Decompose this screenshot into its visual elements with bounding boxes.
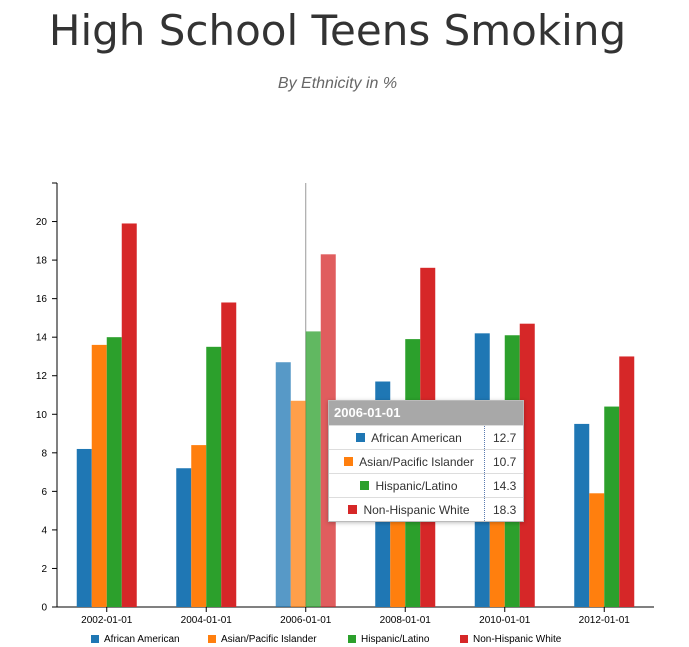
series-swatch-icon (344, 457, 354, 466)
y-tick-label: 4 (41, 525, 47, 536)
bar[interactable] (519, 323, 535, 607)
bar[interactable] (221, 302, 237, 607)
tooltip-row: Hispanic/Latino 14.3 (329, 473, 523, 498)
x-tick-label: 2010-01-01 (479, 615, 531, 626)
x-tick-label: 2012-01-01 (579, 615, 631, 626)
bar[interactable] (290, 400, 306, 607)
bar[interactable] (76, 448, 92, 607)
y-tick-label: 12 (36, 371, 48, 382)
y-tick-label: 6 (41, 487, 47, 498)
legend-swatch-icon (348, 635, 356, 643)
x-tick-label: 2004-01-01 (181, 615, 233, 626)
tooltip-series-name: Non-Hispanic White (363, 502, 470, 517)
bar[interactable] (121, 223, 137, 608)
y-tick-label: 10 (36, 410, 48, 421)
x-tick-label: 2008-01-01 (380, 615, 432, 626)
legend-swatch-icon (460, 635, 468, 643)
tooltip-series-name: Asian/Pacific Islander (359, 454, 474, 469)
legend-label: Hispanic/Latino (361, 634, 430, 645)
y-tick-label: 20 (36, 217, 48, 228)
series-swatch-icon (356, 433, 366, 442)
hover-tooltip: 2006-01-01 African American 12.7 Asian/P… (328, 400, 524, 522)
tooltip-row: Non-Hispanic White 18.3 (329, 497, 523, 521)
y-tick-label: 8 (41, 448, 47, 459)
tooltip-series-value: 10.7 (484, 449, 523, 474)
tooltip-series-name: Hispanic/Latino (375, 478, 458, 493)
tooltip-series-value: 14.3 (484, 473, 523, 498)
bar[interactable] (574, 423, 590, 607)
legend-label: Non-Hispanic White (473, 634, 562, 645)
y-tick-label: 0 (41, 603, 47, 614)
x-tick-label: 2006-01-01 (280, 615, 332, 626)
x-tick-label: 2002-01-01 (81, 615, 133, 626)
bar[interactable] (604, 406, 620, 607)
bar[interactable] (305, 331, 321, 607)
bar[interactable] (206, 346, 222, 607)
bar[interactable] (275, 362, 291, 607)
chart-title: High School Teens Smoking (48, 6, 627, 55)
y-tick-label: 16 (36, 294, 48, 305)
bar[interactable] (191, 445, 207, 607)
y-tick-label: 14 (36, 333, 48, 344)
legend-swatch-icon (91, 635, 99, 643)
bar[interactable] (589, 493, 605, 607)
tooltip-series-value: 12.7 (484, 425, 523, 450)
y-tick-label: 18 (36, 256, 48, 267)
bar[interactable] (91, 344, 107, 607)
chart-subtitle: By Ethnicity in % (277, 75, 398, 92)
y-tick-label: 2 (41, 564, 47, 575)
series-swatch-icon (348, 505, 358, 514)
tooltip-row: African American 12.7 (329, 425, 523, 450)
tooltip-series-name: African American (371, 430, 462, 445)
tooltip-table: African American 12.7 Asian/Pacific Isla… (329, 425, 523, 521)
chart-legend: African American Asian/Pacific Islander Hi… (91, 634, 562, 645)
tooltip-title: 2006-01-01 (329, 401, 523, 425)
bar[interactable] (106, 337, 122, 607)
legend-label: African American (104, 634, 180, 645)
tooltip-series-value: 18.3 (484, 497, 523, 521)
series-swatch-icon (360, 481, 370, 490)
chart-axes: 0 2 4 6 8 10 12 14 16 18 20 2002-01-01 2004-01-01 200… (36, 182, 654, 626)
legend-label: Asian/Pacific Islander (221, 634, 317, 645)
bar[interactable] (176, 468, 192, 607)
bar[interactable] (619, 356, 635, 607)
tooltip-row: Asian/Pacific Islander 10.7 (329, 449, 523, 474)
legend-swatch-icon (208, 635, 216, 643)
